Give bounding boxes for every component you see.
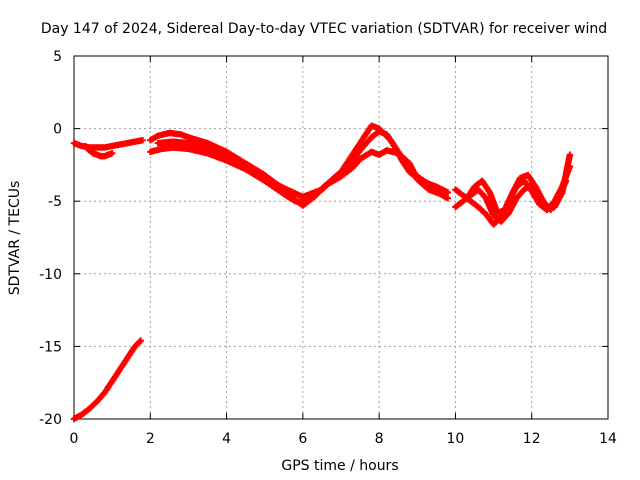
data-point bbox=[566, 151, 574, 158]
data-point bbox=[444, 195, 451, 202]
y-tick-label: -20 bbox=[39, 412, 62, 428]
data-point bbox=[562, 177, 570, 185]
data-point bbox=[108, 150, 116, 157]
x-tick-label: 14 bbox=[599, 431, 617, 447]
x-tick-label: 2 bbox=[146, 431, 155, 447]
data-points bbox=[70, 122, 574, 423]
x-tick-label: 8 bbox=[375, 431, 384, 447]
y-axis-label: SDTVAR / TECUs bbox=[7, 181, 23, 296]
y-tick-label: -10 bbox=[39, 267, 62, 283]
data-point bbox=[139, 137, 146, 144]
chart-title: Day 147 of 2024, Sidereal Day-to-day VTE… bbox=[41, 21, 607, 37]
grid bbox=[74, 56, 608, 419]
x-tick-label: 10 bbox=[447, 431, 465, 447]
y-tick-label: 0 bbox=[53, 122, 62, 138]
data-point bbox=[444, 189, 451, 196]
SDTVAR-track-a bbox=[70, 137, 146, 151]
y-tick-label: -5 bbox=[48, 194, 62, 210]
data-point bbox=[137, 337, 144, 344]
SDTVAR-track-b bbox=[82, 142, 116, 160]
y-tick-label: 5 bbox=[53, 49, 62, 65]
x-tick-label: 0 bbox=[70, 431, 79, 447]
SDTVAR-track-f bbox=[154, 122, 436, 201]
SDTVAR-track-c bbox=[70, 337, 144, 423]
x-tick-label: 4 bbox=[222, 431, 231, 447]
SDTVAR-track-i bbox=[463, 171, 570, 217]
x-tick-label: 6 bbox=[298, 431, 307, 447]
data-point bbox=[429, 183, 436, 190]
y-tick-label: -15 bbox=[39, 339, 62, 355]
x-axis-label: GPS time / hours bbox=[281, 458, 398, 474]
axis-ticks: 0 2 4 6 8 10 12 14 5 0 -5 -10 -15 -20 bbox=[39, 49, 617, 447]
x-tick-label: 12 bbox=[523, 431, 541, 447]
plot-border bbox=[73, 55, 609, 420]
